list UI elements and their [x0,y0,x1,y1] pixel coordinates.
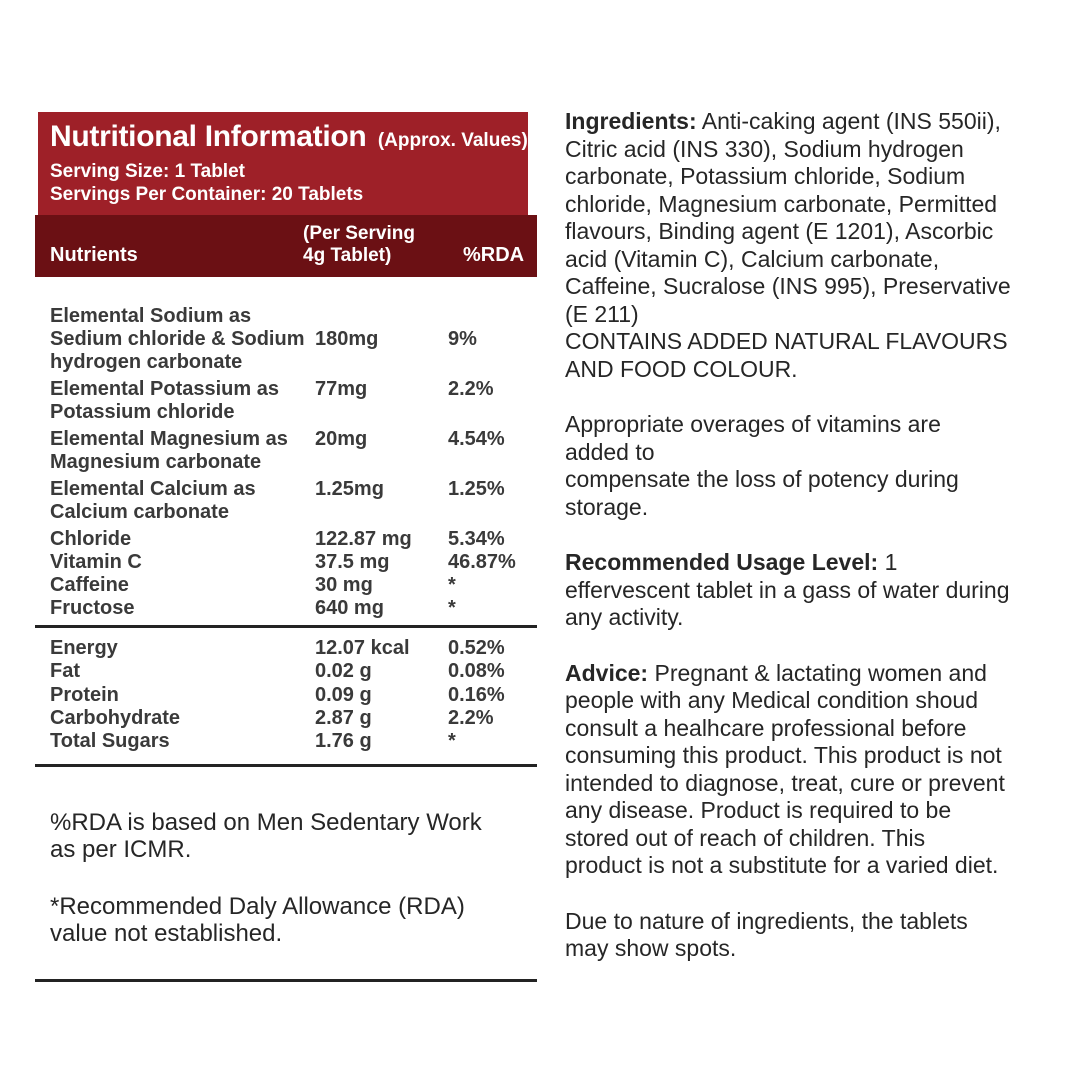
nutrient-name: Caffeine [50,574,129,596]
paragraph-text: Due to nature of ingredients, the tablet… [565,907,968,962]
serving-size: Serving Size: 1 Tablet [50,161,245,182]
paragraph-text: Appropriate overages of vitamins are add… [565,411,959,520]
paragraph-text: Anti-caking agent (INS 550ii), Citric ac… [565,108,1011,382]
table-row: Fructose 640 mg * [35,597,537,620]
nutrient-amount: 30 mg [315,574,373,596]
table-row: Caffeine 30 mg * [35,574,537,597]
nutrient-name: Elemental Magnesium as Magnesium carbona… [50,428,288,473]
info-paragraph: Advice: Pregnant & lactating women and p… [565,660,1060,880]
nutrient-name: Vitamin C [50,551,142,573]
footnote: %RDA is based on Men Sedentary Work as p… [50,809,482,864]
nutrient-rda: 5.34% [448,528,505,550]
nutrition-panel: Nutritional Information (Approx. Values)… [35,112,537,983]
column-header-rda: %RDA [463,244,525,266]
nutrient-rda: 0.52% [448,637,505,659]
nutrient-amount: 77mg [315,378,368,400]
nutrient-name: Protein [50,683,119,706]
nutrient-amount: 1.76 g [315,730,372,753]
nutrient-rda: 1.25% [448,478,505,500]
table-row: Elemental Sodium as Sedium chloride & So… [35,305,537,374]
nutrient-name: Fructose [50,597,135,619]
nutrient-rda: 0.16% [448,683,505,706]
paragraph-text: 1 effervescent tablet in a gass of water… [565,549,1010,630]
table-row: Protein 0.09 g 0.16% [35,684,537,707]
paragraph-text: Pregnant & lactating women and people wi… [565,659,1005,879]
nutrient-amount: 0.09 g [315,683,372,706]
nutrient-name: Energy [50,637,118,659]
paragraph-label: Ingredients: [565,108,697,134]
table-header-row: Nutrients (Per Serving 4g Tablet) %RDA [35,215,537,277]
nutrient-name: Elemental Calcium as Calcium carbonate [50,478,256,523]
nutrient-name: Elemental Potassium as Potassium chlorid… [50,378,279,423]
paragraph-label: Advice: [565,659,649,686]
column-header-nutrients: Nutrients [50,244,138,266]
info-paragraph: Due to nature of ingredients, the tablet… [565,908,1060,963]
nutrient-rda: * [448,730,456,753]
nutrient-amount: 122.87 mg [315,528,412,550]
nutrient-rda: 0.08% [448,660,505,683]
nutrient-rda: 46.87% [448,551,516,573]
nutrient-amount: 0.02 g [315,660,372,683]
nutrition-title-approx: (Approx. Values) [377,130,528,151]
table-row: Chloride 122.87 mg 5.34% [35,528,537,551]
column-header-per-serving: (Per Serving 4g Tablet) [303,223,415,266]
divider-line-bottom [35,979,537,983]
nutrient-name: Elemental Sodium as Sedium chloride & So… [50,305,305,373]
table-row: Fat 0.02 g 0.08% [35,660,537,683]
servings-per-container: Servings Per Container: 20 Tablets [50,184,364,205]
nutrient-name: Total Sugars [50,730,170,753]
paragraph-label: Recommended Usage Level: [565,549,879,575]
table-row: Elemental Potassium as Potassium chlorid… [35,378,537,424]
nutrient-rda: 4.54% [448,428,505,450]
table-body-minerals: Elemental Sodium as Sedium chloride & So… [35,305,537,620]
nutrient-rda: * [448,597,456,619]
nutrition-title-line: Nutritional Information (Approx. Values) [50,119,528,160]
nutrient-amount: 180mg [315,328,379,350]
table-row: Vitamin C 37.5 mg 46.87% [35,551,537,574]
nutrient-rda: 2.2% [448,378,494,400]
nutrition-title: Nutritional Information [50,120,367,153]
table-row: Total Sugars 1.76 g * [35,730,537,753]
nutrition-header: Nutritional Information (Approx. Values)… [38,112,528,215]
nutrient-name: Carbohydrate [50,706,181,729]
nutrient-rda: * [448,574,456,596]
divider-line [35,764,537,768]
nutrient-amount: 12.07 kcal [315,637,410,659]
info-paragraph: Recommended Usage Level: 1 effervescent … [565,549,1060,632]
info-panel: Ingredients: Anti-caking agent (INS 550i… [565,108,1060,991]
nutrient-rda: 9% [448,328,477,350]
nutrient-amount: 640 mg [315,597,384,619]
footnotes: %RDA is based on Men Sedentary Work as p… [35,809,537,947]
nutrient-amount: 1.25mg [315,478,384,500]
info-paragraph: Ingredients: Anti-caking agent (INS 550i… [565,108,1060,383]
nutrient-amount: 20mg [315,428,368,450]
table-row: Energy 12.07 kcal 0.52% [35,637,537,660]
table-body-macros: Energy 12.07 kcal 0.52% Fat 0.02 g 0.08% Prote… [35,637,537,753]
info-paragraph: Appropriate overages of vitamins are add… [565,411,1060,521]
nutrient-name: Chloride [50,528,132,550]
table-row: Elemental Calcium as Calcium carbonate 1.… [35,478,537,524]
table-row: Elemental Magnesium as Magnesium carbona… [35,428,537,474]
nutrient-amount: 2.87 g [315,706,372,729]
table-row: Carbohydrate 2.87 g 2.2% [35,707,537,730]
footnote: *Recommended Daly Allowance (RDA) value … [50,893,465,948]
nutrient-name: Fat [50,660,80,683]
nutrient-rda: 2.2% [448,706,494,729]
nutrient-amount: 37.5 mg [315,551,390,573]
divider-line [35,625,537,628]
